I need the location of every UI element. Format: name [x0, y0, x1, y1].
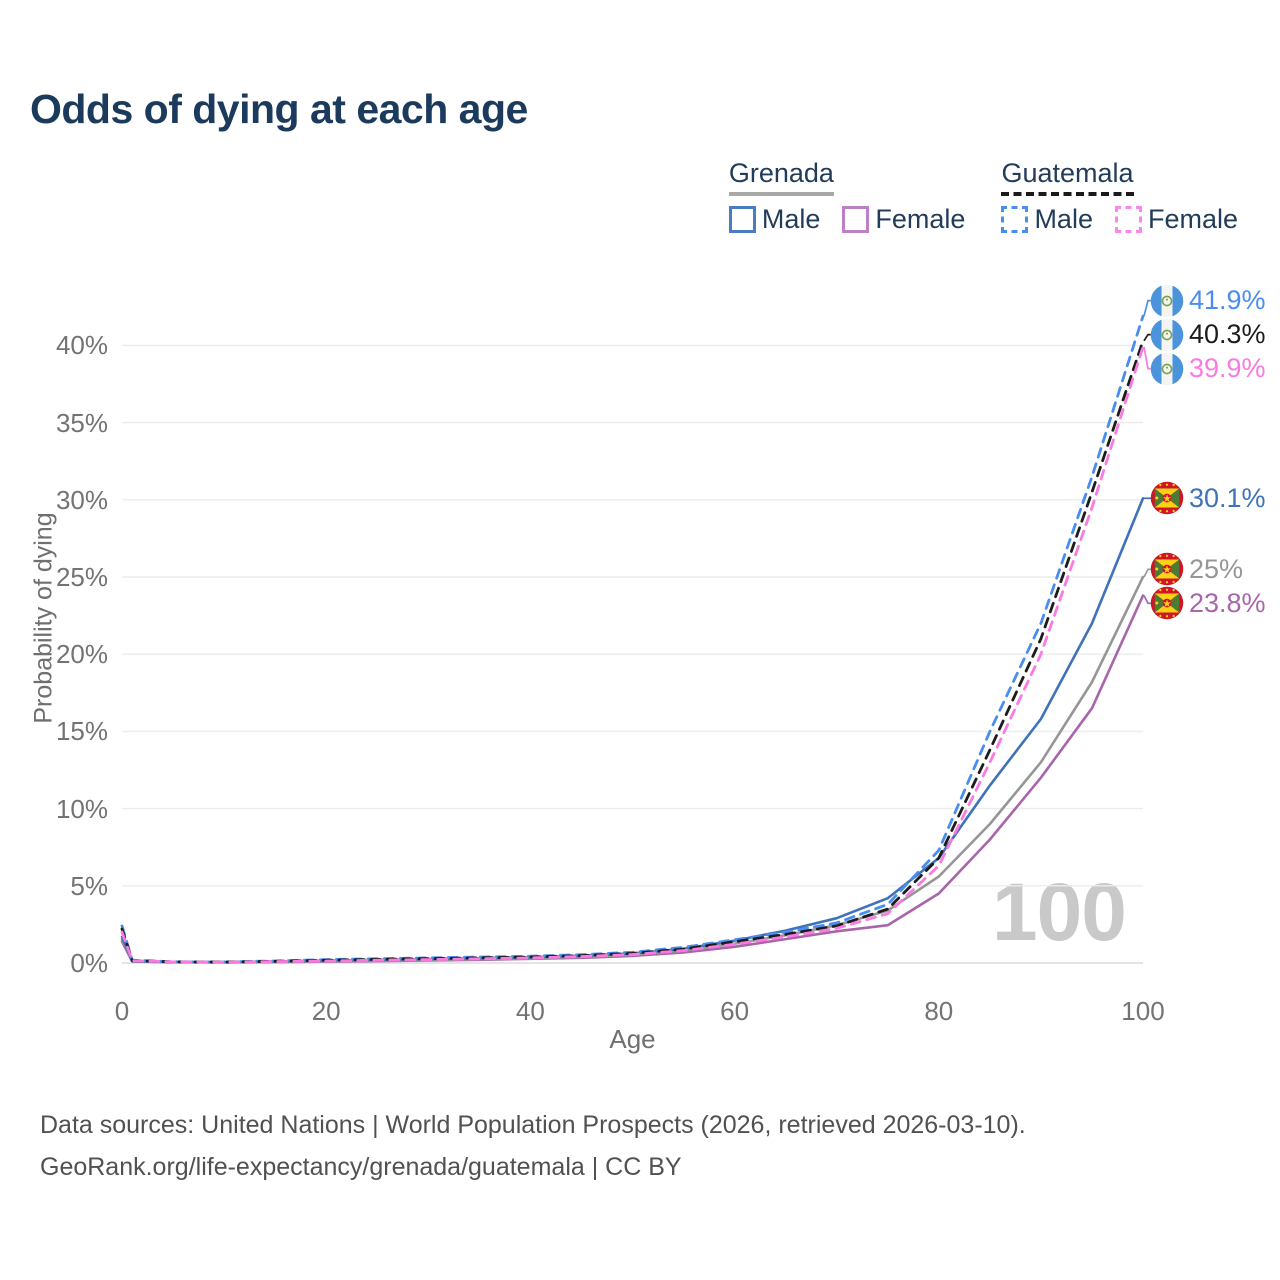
grenada-female-swatch-icon: [842, 206, 870, 233]
x-tick: 100: [1121, 996, 1165, 1026]
data-sources-text: Data sources: United Nations | World Pop…: [40, 1111, 1026, 1139]
legend-item-guatemala-male[interactable]: Male: [1001, 204, 1093, 235]
y-tick: 20%: [55, 639, 108, 670]
attribution-link[interactable]: GeoRank.org/life-expectancy/grenada/guat…: [40, 1153, 682, 1181]
endpoint-value: 40.3%: [1189, 319, 1266, 350]
y-tick: 40%: [55, 330, 108, 361]
y-tick: 35%: [55, 407, 108, 438]
endpoint-value: 23.8%: [1189, 587, 1266, 618]
grenada-flag-icon: [1150, 552, 1184, 586]
guatemala-flag-icon: [1150, 318, 1184, 352]
line-guatemala_female: [120, 345, 1145, 964]
guatemala-male-swatch-icon: [1001, 206, 1029, 233]
y-tick: 0%: [70, 948, 108, 978]
x-tick: 80: [924, 996, 954, 1026]
footer: Data sources: United Nations | World Pop…: [40, 1104, 1026, 1188]
endpoint-guatemala-male: 41.9%: [1150, 284, 1266, 318]
x-tick: 0: [114, 996, 130, 1026]
legend-country-grenada[interactable]: Grenada: [728, 158, 834, 196]
grenada-flag-icon: [1150, 586, 1184, 620]
endpoint-guatemala-female: 39.9%: [1150, 352, 1266, 386]
x-tick: 20: [311, 996, 341, 1026]
y-tick: 30%: [55, 484, 108, 515]
legend-group-grenada: Grenada Male Female: [728, 158, 965, 235]
line-guatemala_all: [120, 339, 1145, 964]
y-tick: 25%: [55, 562, 108, 592]
grenada-flag-icon: [1150, 481, 1184, 515]
age-watermark: 100: [992, 867, 1127, 958]
line-guatemala_male: [120, 314, 1145, 964]
grenada-male-swatch-icon: [728, 206, 756, 233]
page-title: Odds of dying at each age: [30, 86, 528, 132]
guatemala-female-swatch-icon: [1114, 206, 1142, 233]
line-grenada_all: [120, 575, 1145, 964]
legend-label: Female: [875, 204, 966, 234]
endpoint-guatemala-all: 40.3%: [1150, 318, 1266, 352]
legend-label: Male: [761, 204, 821, 234]
legend-label: Female: [1147, 204, 1238, 234]
guatemala-flag-icon: [1150, 352, 1184, 386]
legend-group-guatemala: Guatemala Male Female: [1001, 158, 1238, 235]
endpoint-grenada-female: 23.8%: [1150, 586, 1266, 620]
y-tick: 10%: [55, 793, 108, 824]
legend-label: Male: [1034, 204, 1093, 234]
x-tick: 40: [515, 996, 545, 1026]
endpoint-value: 25%: [1189, 553, 1244, 584]
endpoint-value: 39.9%: [1189, 353, 1266, 384]
x-axis-title: Age: [609, 1024, 656, 1054]
legend-country-guatemala[interactable]: Guatemala: [1001, 158, 1134, 196]
endpoint-grenada-all: 25%: [1150, 552, 1243, 586]
guatemala-flag-icon: [1150, 284, 1184, 318]
legend-item-grenada-male[interactable]: Male: [728, 204, 821, 235]
y-tick: 5%: [70, 870, 108, 901]
endpoint-grenada-male: 30.1%: [1150, 481, 1266, 515]
legend-item-grenada-female[interactable]: Female: [842, 204, 965, 235]
endpoint-value: 30.1%: [1189, 482, 1266, 513]
x-tick: 60: [720, 996, 750, 1026]
line-grenada_female: [120, 594, 1145, 964]
endpoint-value: 41.9%: [1189, 285, 1266, 316]
y-tick: 15%: [55, 716, 108, 747]
legend-item-guatemala-female[interactable]: Female: [1114, 204, 1238, 235]
legend: Grenada Male Female Guatemala Male: [728, 158, 1238, 235]
